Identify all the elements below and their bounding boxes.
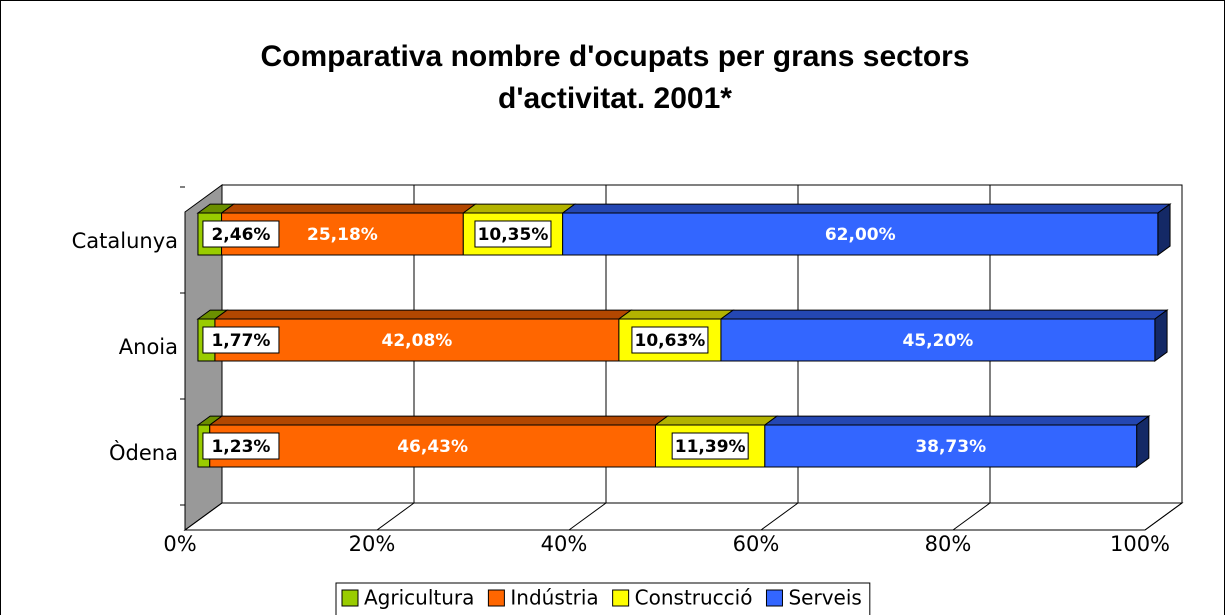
legend-swatch [612,589,630,607]
bar [214,318,620,362]
value-label: 38,73% [915,437,986,457]
value-label-box [474,220,552,248]
bar-side [1157,203,1171,256]
bar-top [213,309,633,320]
value-label-box [202,220,280,248]
chart-title: d'activitat. 2001* [498,82,732,115]
legend: Agricultura Indústria Construcció Serveis [335,582,871,615]
grid-line [184,502,223,531]
x-tick-label: 40% [541,532,588,556]
legend-swatch [341,589,359,607]
bar-top [461,203,577,214]
legend-label: Indústria [510,586,598,610]
value-label-box [671,432,749,460]
bar-side [1154,309,1168,362]
bar-top [763,415,1151,426]
x-tick-label: 20% [349,532,396,556]
bar-top [653,415,779,426]
grid-line [952,502,991,531]
y-tick-label: Anoia [119,335,178,359]
chart-title: Comparativa nombre d'ocupats per grans s… [261,40,970,73]
bar-top [719,309,1169,320]
bar-top [220,203,478,214]
bar-top [617,309,735,320]
grid-line [376,502,415,531]
value-label: 10,63% [635,331,706,351]
plot-area: 0% 20% 40% 60% 80% 100% Catalunya 2,46% 25,18% 10… [72,184,1184,556]
bar-top [561,203,1172,214]
value-label: 1,77% [211,331,270,351]
value-label: 25,18% [307,225,378,245]
legend-label: Agricultura [364,586,474,610]
value-label: 11,39% [675,437,746,457]
y-tick-label: Catalunya [72,229,178,253]
grid-line [568,502,607,531]
legend-label: Construcció [635,586,753,610]
value-label-box [202,326,280,354]
y-tick-label: Òdena [109,440,178,465]
value-label: 1,23% [211,437,270,457]
legend-label: Serveis [788,586,861,610]
x-tick-label: 100% [1110,532,1170,556]
legend-swatch [765,589,783,607]
value-label-box [202,432,280,460]
x-tick-label: 60% [733,532,780,556]
x-tick-label: 80% [925,532,972,556]
floor [183,502,1184,531]
bar-side [1136,415,1150,468]
value-label-box [631,326,709,354]
value-label: 10,35% [478,225,549,245]
bar [764,424,1138,468]
grid-line [1144,502,1183,531]
bar [720,318,1156,362]
legend-swatch [487,589,505,607]
value-label: 62,00% [825,225,896,245]
x-tick-label: 0% [163,532,196,556]
bar [562,212,1159,256]
grid-line [760,502,799,531]
value-label: 2,46% [211,225,270,245]
value-label: 45,20% [903,331,974,351]
value-label: 42,08% [382,331,453,351]
bar-top [208,415,670,426]
value-label: 46,43% [397,437,468,457]
